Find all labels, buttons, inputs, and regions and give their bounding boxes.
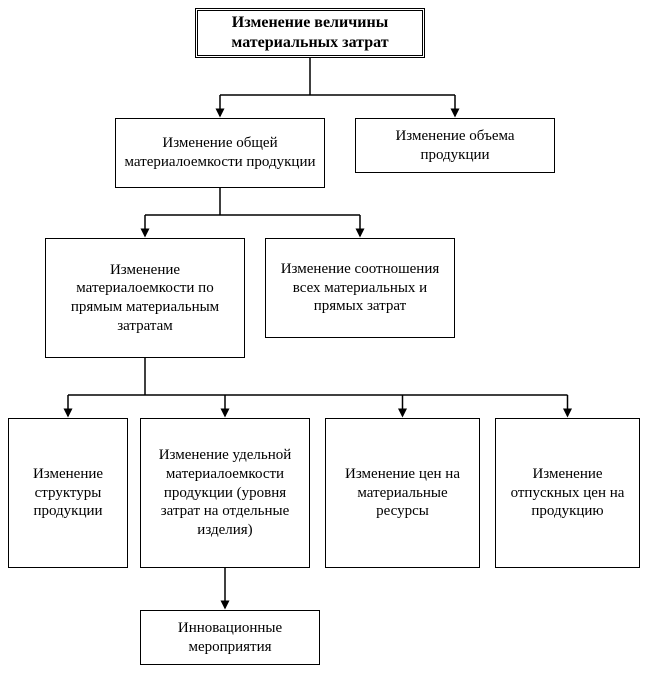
node-label: Изменение структуры продукции [17,465,119,521]
node-label: Изменение цен на материальные ресурсы [334,465,471,521]
node-label: Изменение величины материальных затрат [206,13,414,53]
diagram-canvas: Изменение величины материальных затрат Из… [0,0,650,689]
node-l3a: Изменение структуры продукции [8,418,128,568]
node-label: Изменение общей материалоемкости продукц… [124,134,316,172]
node-root: Изменение величины материальных затрат [195,8,425,58]
node-l3c: Изменение цен на материальные ресурсы [325,418,480,568]
node-label: Изменение соотношения всех материальных … [274,260,446,316]
node-l3b: Изменение удельной материалоемкости прод… [140,418,310,568]
node-l2b: Изменение соотношения всех материальных … [265,238,455,338]
node-l3d: Изменение отпускных цен на продукцию [495,418,640,568]
node-label: Инновационные мероприятия [149,619,311,657]
node-label: Изменение материалоемкости по прямым мат… [54,261,236,336]
node-l1b: Изменение объема продукции [355,118,555,173]
node-label: Изменение удельной материалоемкости прод… [149,446,301,540]
node-l1a: Изменение общей материалоемкости продукц… [115,118,325,188]
node-label: Изменение объема продукции [364,127,546,165]
node-label: Изменение отпускных цен на продукцию [504,465,631,521]
node-l4: Инновационные мероприятия [140,610,320,665]
node-l2a: Изменение материалоемкости по прямым мат… [45,238,245,358]
